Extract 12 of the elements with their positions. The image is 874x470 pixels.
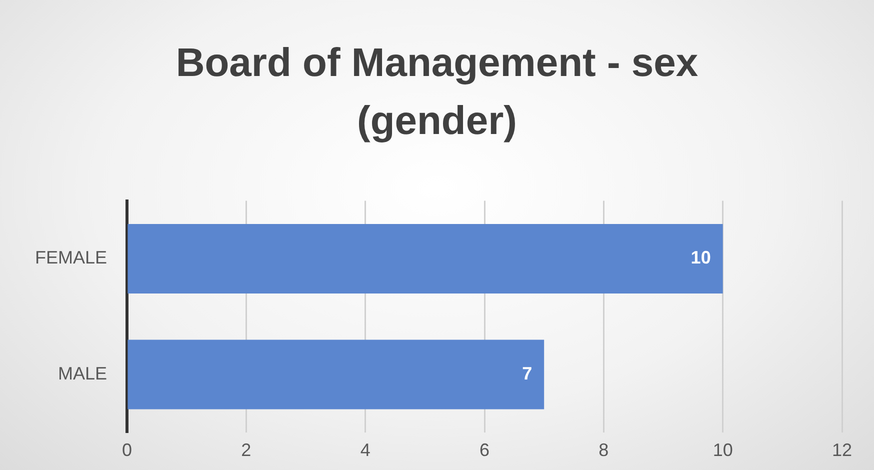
- data-label: 10: [690, 248, 711, 268]
- x-tick-label: 0: [122, 440, 132, 460]
- x-tick-label: 2: [241, 440, 252, 460]
- x-tick-label: 12: [832, 440, 852, 460]
- x-tick-label: 4: [360, 440, 370, 460]
- data-label: 7: [522, 363, 532, 384]
- x-tick-label: 6: [479, 440, 490, 460]
- x-tick-label: 10: [712, 440, 733, 460]
- y-tick-label: MALE: [58, 363, 107, 384]
- chart-title: Board of Management - sex (gender): [174, 40, 700, 145]
- y-tick-label: FEMALE: [34, 248, 107, 268]
- x-tick-label: 8: [598, 440, 609, 460]
